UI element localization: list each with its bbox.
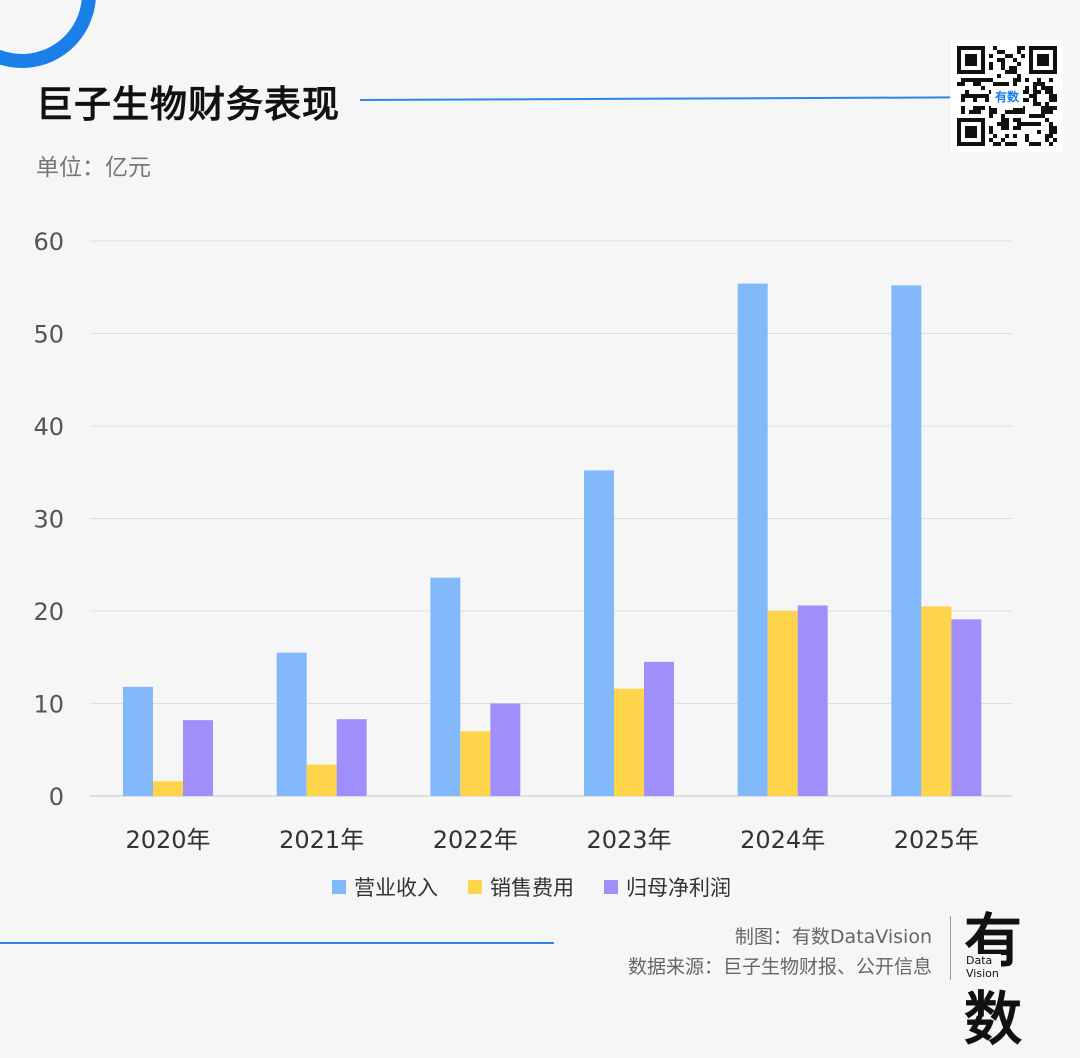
bar-net-profit [644,661,674,796]
brand-sub-data: Data [966,954,993,967]
bar-net-profit [336,719,367,796]
legend-swatch-sales-expense [468,880,482,894]
y-tick-label: 0 [49,783,64,811]
y-tick-label: 30 [33,506,64,534]
qr-center-label: 有数 [991,86,1023,108]
bar-sales-expense [460,731,491,796]
legend-swatch-revenue [332,880,346,894]
bar-revenue [123,686,153,796]
bar-net-profit [490,703,521,796]
qr-code-icon [957,46,1057,146]
x-tick-label: 2025年 [894,826,979,854]
qr-code[interactable]: 有数 [951,40,1063,152]
legend-label-net-profit: 归母净利润 [626,876,731,900]
brand-sub-vision: Vision [966,967,999,980]
bar-sales-expense [767,611,798,796]
legend-item-revenue: 营业收入 [332,872,438,902]
bar-sales-expense [153,781,183,796]
credits: 制图：有数DataVision 数据来源：巨子生物财报、公开信息 [628,922,932,982]
bar-sales-expense [921,606,952,796]
x-tick-label: 2022年 [433,826,518,854]
legend-label-sales-expense: 销售费用 [490,876,574,900]
brand-logo: 有数 Data Vision [964,902,1064,1053]
page-title: 巨子生物财务表现 [36,83,340,126]
y-tick-label: 60 [33,228,64,256]
footer-line [0,942,554,944]
brand-logo-subtext: Data Vision [966,954,1001,980]
bar-revenue [737,283,768,796]
bar-chart: 0 10 20 30 40 50 60 2020年 2021年 2022年 2023年 2024年 20… [33,228,1012,854]
bar-revenue [891,285,922,796]
y-tick-label: 20 [33,598,64,626]
x-tick-label: 2021年 [279,826,364,854]
y-tick-label: 50 [33,321,64,349]
legend-item-sales-expense: 销售费用 [468,872,574,902]
bar-net-profit [183,720,213,796]
legend-label-revenue: 营业收入 [354,876,438,900]
bar-revenue [430,577,461,796]
unit-label: 单位：亿元 [36,155,151,181]
made-by-text: 制图：有数DataVision [734,926,932,948]
chart-legend: 营业收入 销售费用 归母净利润 [332,872,731,902]
x-tick-label: 2020年 [125,826,210,854]
bar-revenue [584,470,614,796]
x-tick-label: 2023年 [586,826,671,854]
y-tick-label: 40 [33,413,64,441]
brand-divider [950,916,951,980]
bar-sales-expense [614,688,644,796]
brand-logo-text: 有数 [964,907,1023,1053]
y-tick-label: 10 [33,691,64,719]
bar-net-profit [797,605,828,796]
data-source-text: 数据来源：巨子生物财报、公开信息 [627,956,932,978]
bar-net-profit [951,619,982,796]
legend-item-net-profit: 归母净利润 [604,872,731,902]
x-tick-label: 2024年 [740,826,825,854]
bar-sales-expense [306,764,337,796]
bar-revenue [276,652,307,796]
legend-swatch-net-profit [604,880,618,894]
